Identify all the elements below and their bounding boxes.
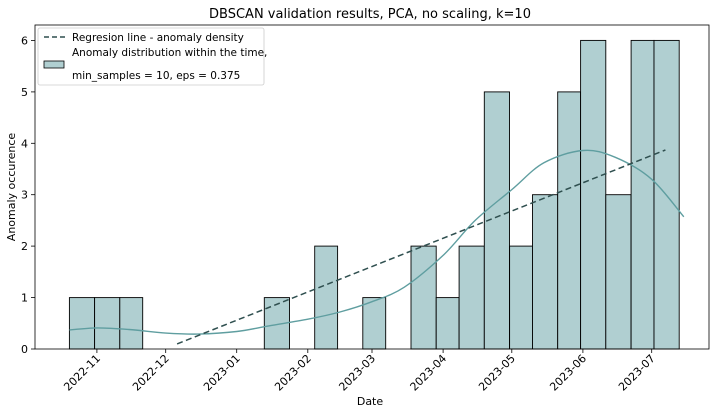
legend-distribution-label: Anomaly distribution within the time, — [72, 47, 267, 59]
y-axis: 0 1 2 3 4 5 6 — [21, 34, 35, 356]
x-tick-label-2023-05: 2023-05 — [476, 352, 518, 394]
kde-curve — [69, 149, 685, 335]
x-tick-label-2023-01: 2023-01 — [201, 352, 243, 394]
x-axis: 2022-11 2022-12 2023-01 2023-02 2023-03 2023-… — [61, 349, 658, 394]
legend-params-label: min_samples = 10, eps = 0.375 — [72, 70, 240, 82]
y-tick-label-3: 3 — [21, 189, 28, 202]
x-tick-label-2023-03: 2023-03 — [336, 352, 378, 394]
x-tick-label-2022-11: 2022-11 — [61, 352, 103, 394]
histogram-bar-10 — [314, 245, 339, 350]
histogram-bar-20 — [557, 91, 582, 350]
histogram-bar-19 — [532, 194, 559, 350]
x-tick-label-2023-06: 2023-06 — [547, 352, 589, 394]
histogram-bar-2 — [119, 297, 144, 350]
x-axis-label: Date — [357, 395, 384, 408]
histogram-bar-22 — [605, 194, 632, 350]
histogram-bar-15 — [435, 297, 460, 350]
y-tick-label-2: 2 — [21, 240, 28, 253]
histogram-bar-0 — [68, 297, 96, 350]
x-tick-label-2023-02: 2023-02 — [272, 352, 314, 394]
legend-distribution-swatch — [43, 60, 65, 69]
y-tick-label-1: 1 — [21, 292, 28, 305]
histogram-bar-18 — [509, 245, 533, 350]
y-axis-label: Anomaly occurence — [5, 133, 18, 242]
y-tick-label-5: 5 — [21, 86, 28, 99]
legend-box — [37, 27, 265, 86]
regression-line — [176, 149, 666, 345]
y-tick-label-4: 4 — [21, 137, 28, 150]
lines-layer — [69, 149, 685, 345]
bars-layer — [68, 39, 680, 350]
histogram-bar-23 — [630, 39, 655, 350]
histogram-bar-16 — [458, 245, 485, 350]
histogram-bar-14 — [410, 245, 437, 350]
x-tick-label-2022-12: 2022-12 — [130, 352, 172, 394]
histogram-bar-21 — [580, 39, 607, 350]
y-tick-label-6: 6 — [21, 34, 28, 47]
legend-regression-label: Regresion line - anomaly density — [72, 32, 244, 44]
chart-title: DBSCAN validation results, PCA, no scali… — [209, 7, 531, 22]
x-tick-label-2023-07: 2023-07 — [616, 352, 658, 394]
histogram-bar-1 — [94, 297, 121, 350]
x-tick-label-2023-04: 2023-04 — [408, 352, 450, 394]
y-tick-label-0: 0 — [21, 343, 28, 356]
histogram-bar-12 — [362, 297, 387, 350]
legend: Regresion line - anomaly density Anomaly… — [37, 27, 267, 86]
